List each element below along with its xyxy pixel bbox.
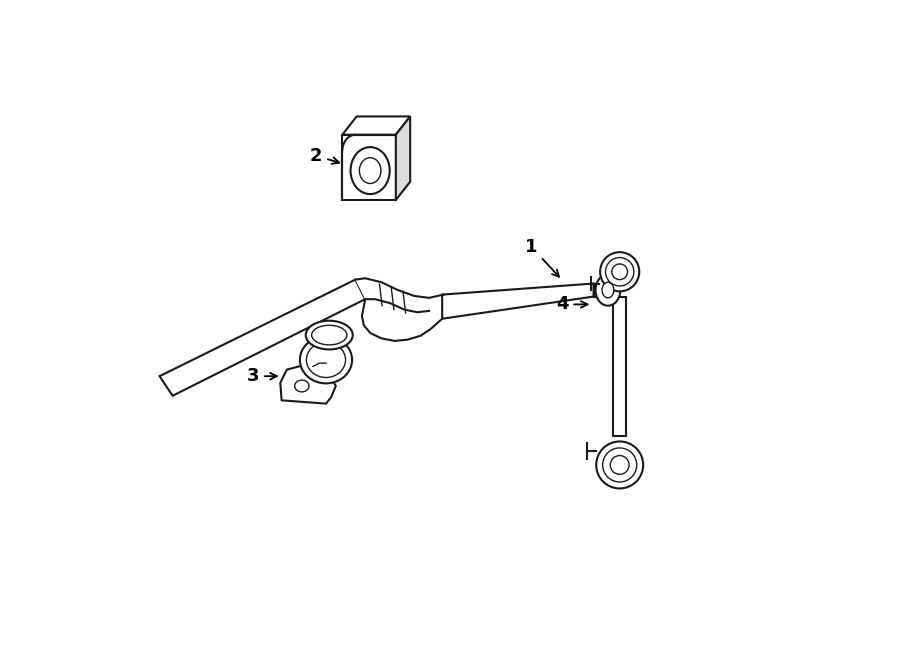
Ellipse shape	[311, 325, 346, 345]
Polygon shape	[613, 297, 626, 436]
Text: 1: 1	[526, 238, 559, 277]
Polygon shape	[356, 278, 444, 341]
Polygon shape	[342, 135, 396, 200]
Ellipse shape	[610, 455, 629, 475]
Ellipse shape	[603, 448, 636, 482]
Polygon shape	[280, 364, 336, 404]
Ellipse shape	[602, 282, 614, 298]
Ellipse shape	[596, 274, 620, 305]
Ellipse shape	[306, 321, 353, 350]
Polygon shape	[442, 284, 594, 319]
Text: 4: 4	[556, 295, 588, 313]
Polygon shape	[594, 284, 600, 297]
Ellipse shape	[612, 264, 627, 280]
Ellipse shape	[596, 442, 644, 488]
Polygon shape	[342, 116, 410, 135]
Ellipse shape	[359, 158, 381, 184]
Text: 2: 2	[310, 147, 339, 165]
Ellipse shape	[300, 336, 352, 383]
Text: 3: 3	[247, 368, 277, 385]
Ellipse shape	[294, 380, 309, 392]
Polygon shape	[396, 116, 410, 200]
Ellipse shape	[351, 147, 390, 194]
Ellipse shape	[606, 258, 634, 286]
Ellipse shape	[306, 342, 346, 377]
Polygon shape	[159, 280, 365, 396]
Ellipse shape	[600, 253, 639, 292]
